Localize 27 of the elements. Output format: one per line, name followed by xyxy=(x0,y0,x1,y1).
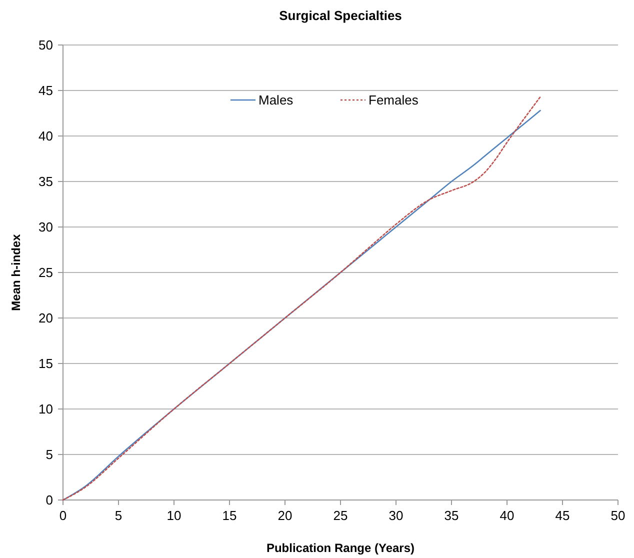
y-tick-label: 20 xyxy=(38,310,53,326)
y-tick-label: 45 xyxy=(38,83,53,98)
legend-label: Males xyxy=(258,92,294,108)
y-tick-label: 15 xyxy=(38,356,53,372)
x-tick-label: 20 xyxy=(278,508,292,523)
x-tick-label: 40 xyxy=(500,508,514,523)
x-tick-label: 50 xyxy=(610,508,626,523)
x-tick-label: 5 xyxy=(114,508,122,523)
x-tick-label: 15 xyxy=(222,508,237,523)
x-tick-label: 10 xyxy=(166,508,182,523)
x-tick-label: 30 xyxy=(388,508,404,523)
y-tick-label: 30 xyxy=(38,220,53,235)
x-tick-label: 45 xyxy=(555,508,570,523)
y-tick-label: 40 xyxy=(38,128,53,144)
y-tick-label: 50 xyxy=(38,38,53,53)
y-tick-label: 25 xyxy=(38,265,53,280)
x-tick-label: 35 xyxy=(444,508,459,523)
x-axis-title: Publication Range (Years) xyxy=(266,541,415,555)
y-tick-label: 10 xyxy=(38,402,53,417)
legend-label: Females xyxy=(368,92,419,108)
x-tick-label: 0 xyxy=(59,508,67,523)
x-tick-label: 25 xyxy=(333,508,348,523)
y-tick-label: 35 xyxy=(38,174,53,190)
chart-title: Surgical Specialties xyxy=(279,8,402,23)
y-tick-label: 0 xyxy=(46,492,53,508)
y-axis-title: Mean h-index xyxy=(9,234,23,311)
y-tick-label: 5 xyxy=(46,447,53,462)
